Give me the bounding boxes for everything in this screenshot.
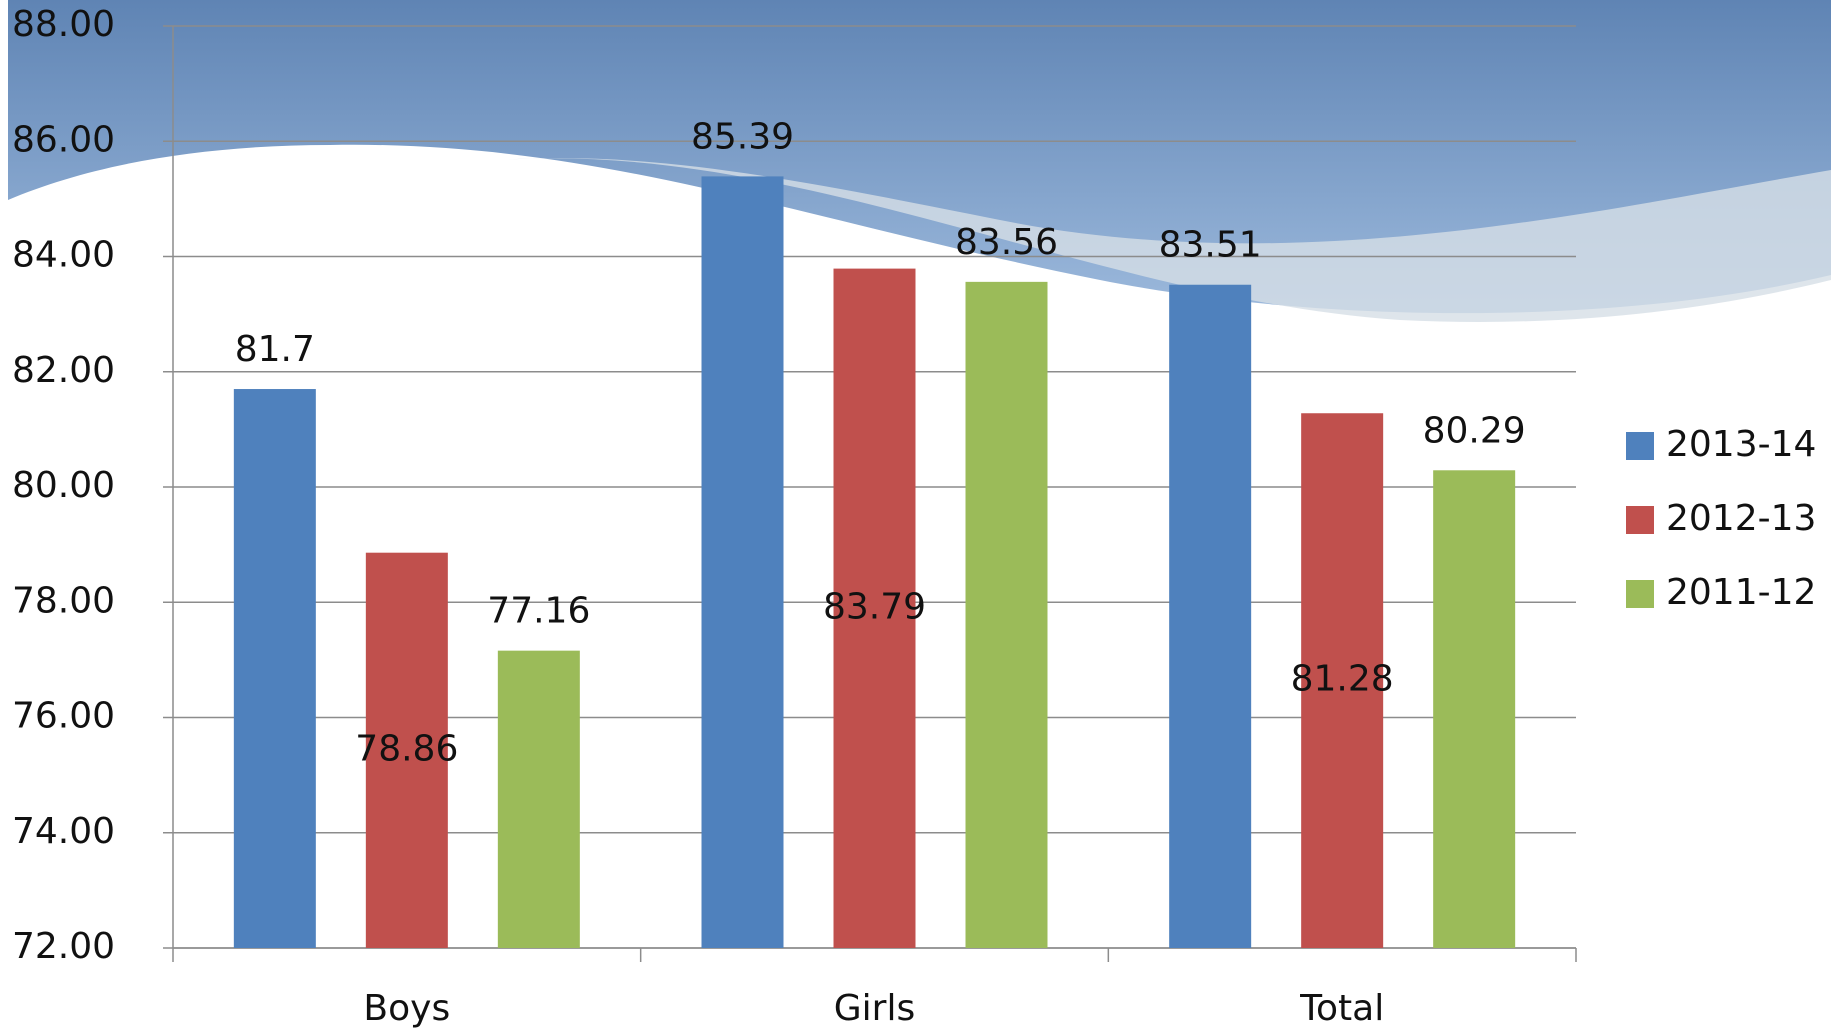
y-tick-label: 88.00 (12, 4, 115, 45)
legend-label: 2013-14 (1666, 424, 1816, 465)
y-tick-label: 86.00 (12, 119, 115, 160)
y-tick-label: 78.00 (12, 580, 115, 621)
data-label: 77.16 (487, 591, 590, 632)
y-tick-label: 80.00 (12, 465, 115, 506)
bar (233, 389, 316, 949)
data-label: 81.28 (1291, 659, 1394, 700)
data-label: 83.51 (1159, 225, 1262, 266)
bar (497, 650, 580, 948)
data-label: 85.39 (691, 116, 794, 157)
y-tick-label: 74.00 (12, 811, 115, 852)
y-tick-label: 76.00 (12, 696, 115, 737)
x-tick-label: Boys (363, 988, 450, 1029)
bar (701, 176, 784, 948)
y-tick-label: 82.00 (12, 350, 115, 391)
legend-swatch (1626, 506, 1654, 534)
bar (365, 552, 448, 948)
bar (1301, 413, 1384, 948)
data-label: 83.79 (823, 586, 926, 627)
data-label: 78.86 (355, 728, 458, 769)
bar (965, 281, 1048, 949)
y-tick-label: 72.00 (12, 926, 115, 967)
y-tick-label: 84.00 (12, 235, 115, 276)
legend-swatch (1626, 580, 1654, 608)
legend-label: 2012-13 (1666, 498, 1816, 539)
background-wave-light (500, 158, 1831, 322)
bar (1433, 470, 1516, 948)
legend-swatch (1626, 432, 1654, 460)
bar (833, 268, 916, 948)
x-tick-label: Total (1299, 988, 1384, 1029)
background-wave (8, 0, 1831, 314)
data-label: 83.56 (955, 222, 1058, 263)
data-label: 80.29 (1423, 410, 1526, 451)
legend-label: 2011-12 (1666, 572, 1816, 613)
x-tick-label: Girls (834, 988, 915, 1029)
data-label: 81.7 (235, 329, 315, 370)
bar (1169, 284, 1252, 949)
